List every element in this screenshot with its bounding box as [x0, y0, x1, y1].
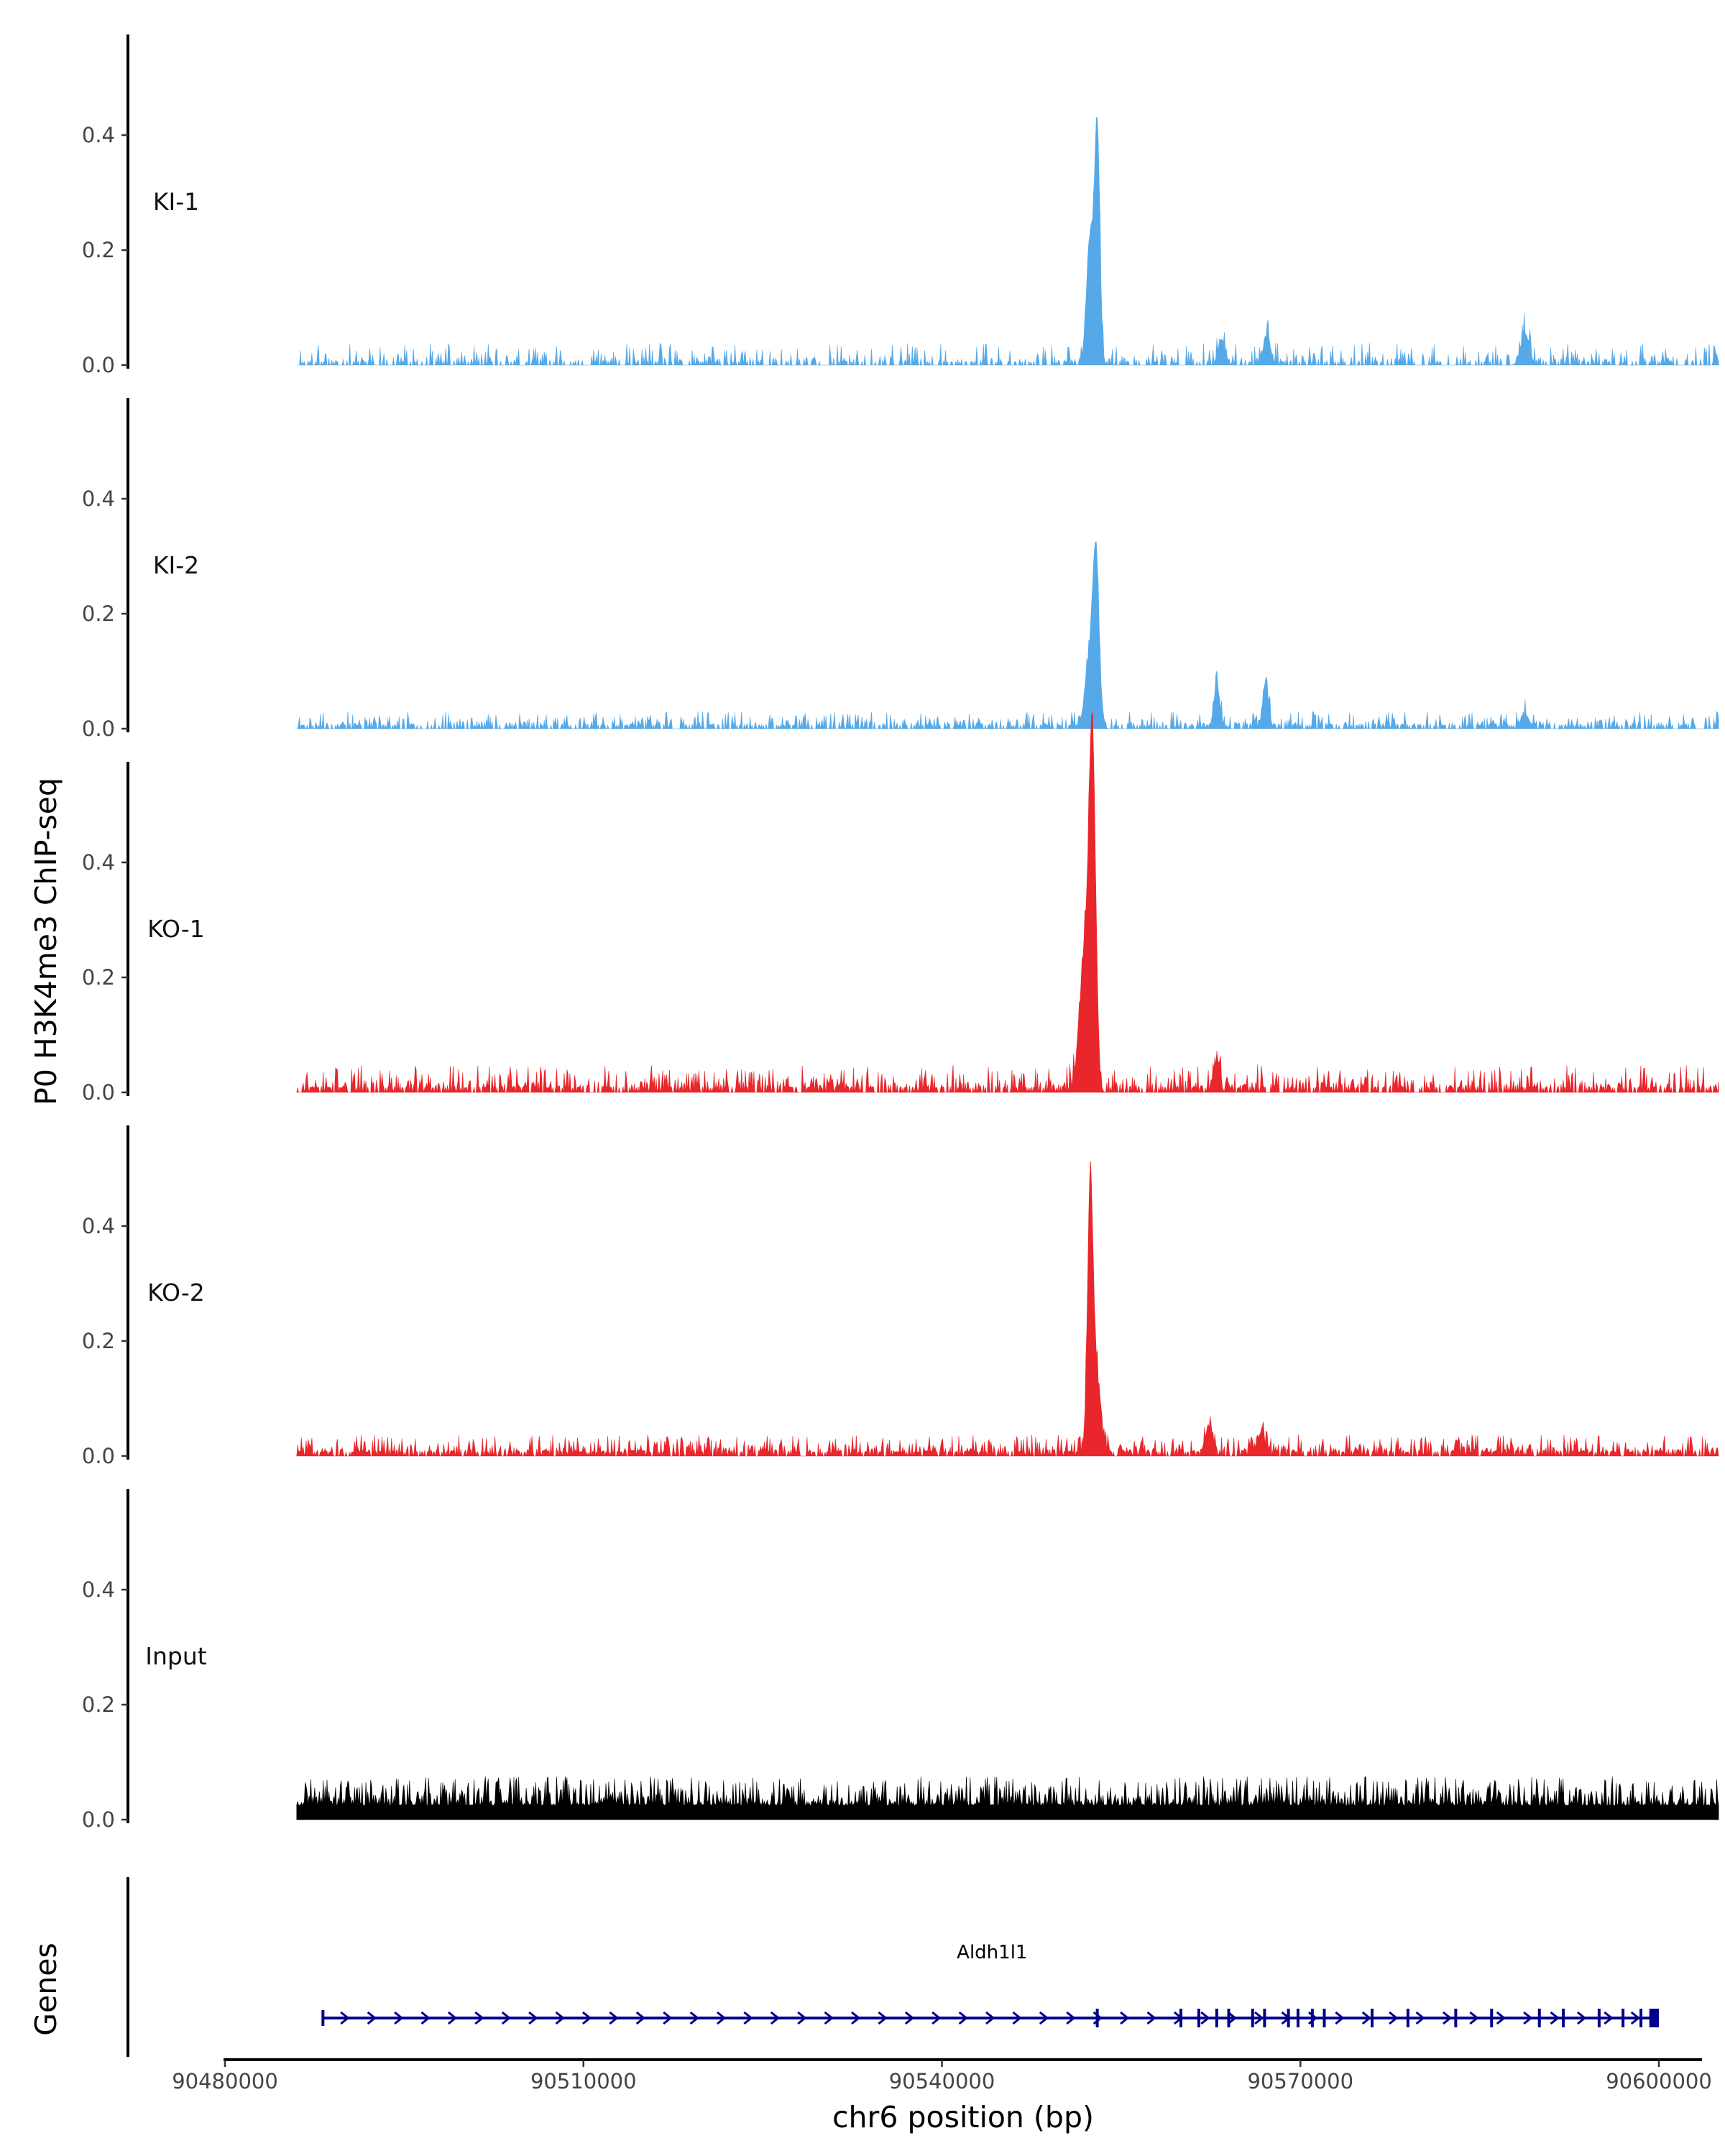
strand-arrow	[1066, 2011, 1076, 2025]
track-label: KO-1	[147, 915, 205, 943]
track-label: KI-1	[153, 188, 199, 216]
y-axis-title: P0 H3K4me3 ChIP-seq	[29, 778, 63, 1105]
y-tick-label: 0.4	[82, 850, 115, 875]
signal-tracks: 0.00.20.4KI-10.00.20.4KI-20.00.20.4KO-10…	[82, 34, 1719, 1832]
x-axis-title: chr6 position (bp)	[832, 2100, 1094, 2134]
y-tick-label: 0.0	[82, 353, 115, 377]
strand-arrow	[367, 2011, 377, 2025]
strand-arrow	[958, 2011, 968, 2025]
track-label: KI-2	[153, 551, 199, 579]
strand-arrow	[1604, 2011, 1614, 2025]
strand-arrow	[447, 2011, 458, 2025]
y-tick-label: 0.2	[82, 1329, 115, 1353]
y-tick-label: 0.2	[82, 602, 115, 626]
strand-arrow	[1389, 2011, 1399, 2025]
signal-area	[296, 1161, 1719, 1457]
track-label: KO-2	[147, 1279, 205, 1307]
track-ki-1: 0.0 0.2 0.4 KI-1	[82, 34, 1719, 377]
strand-arrow	[1577, 2011, 1587, 2025]
strand-arrow	[743, 2011, 753, 2025]
genes-track-title: Genes	[29, 1943, 63, 2036]
y-tick-label: 0.0	[82, 1080, 115, 1105]
strand-arrow	[663, 2011, 673, 2025]
strand-arrow	[689, 2011, 699, 2025]
strand-arrow	[1442, 2011, 1453, 2025]
strand-arrow	[797, 2011, 807, 2025]
strand-arrow	[1469, 2011, 1479, 2025]
strand-arrow	[340, 2011, 350, 2025]
strand-arrow	[1335, 2011, 1345, 2025]
strand-arrow	[1550, 2011, 1560, 2025]
strand-arrow	[1146, 2011, 1156, 2025]
strand-arrow	[1361, 2011, 1372, 2025]
strand-arrow	[1039, 2011, 1049, 2025]
strand-arrow	[904, 2011, 915, 2025]
track-ki-2: 0.0 0.2 0.4 KI-2	[82, 398, 1719, 741]
strand-arrow	[609, 2011, 619, 2025]
strand-arrow	[878, 2011, 888, 2025]
track-ko-2: 0.0 0.2 0.4 KO-2	[82, 1125, 1719, 1468]
signal-area	[296, 116, 1719, 367]
signal-area	[296, 1776, 1719, 1820]
y-tick-label: 0.4	[82, 123, 115, 147]
strand-arrow	[635, 2011, 646, 2025]
y-tick-label: 0.4	[82, 1577, 115, 1602]
strand-arrow	[824, 2011, 834, 2025]
y-tick-label: 0.2	[82, 965, 115, 990]
strand-arrow	[1523, 2011, 1533, 2025]
strand-arrow	[394, 2011, 404, 2025]
strand-arrow	[851, 2011, 861, 2025]
strand-arrow	[555, 2011, 565, 2025]
strand-arrow	[501, 2011, 512, 2025]
strand-arrow	[528, 2011, 538, 2025]
y-tick-label: 0.0	[82, 717, 115, 741]
strand-arrow	[474, 2011, 484, 2025]
y-tick-label: 0.4	[82, 487, 115, 511]
strand-arrow	[985, 2011, 995, 2025]
strand-arrow	[1120, 2011, 1130, 2025]
x-tick-label: 90480000	[172, 2069, 278, 2093]
strand-arrow	[1415, 2011, 1425, 2025]
strand-arrow	[770, 2011, 781, 2025]
genes-track: Aldh1l1	[126, 1877, 1659, 2057]
signal-area	[296, 711, 1719, 1093]
gene-name-label: Aldh1l1	[957, 1942, 1027, 1963]
y-tick-label: 0.0	[82, 1444, 115, 1468]
x-axis: 90480000 90510000 90540000 90570000 90600000	[172, 2058, 1712, 2093]
strand-arrow	[581, 2011, 592, 2025]
gene-end-exon	[1649, 2009, 1659, 2027]
strand-arrow	[1012, 2011, 1022, 2025]
track-ko-1: 0.0 0.2 0.4 KO-1	[82, 711, 1719, 1105]
strand-arrow	[1227, 2011, 1238, 2025]
strand-arrow	[717, 2011, 727, 2025]
x-tick-label: 90540000	[889, 2069, 995, 2093]
x-tick-label: 90600000	[1606, 2069, 1712, 2093]
x-tick-label: 90510000	[530, 2069, 637, 2093]
strand-arrow	[420, 2011, 431, 2025]
strand-arrow	[932, 2011, 942, 2025]
track-label: Input	[145, 1642, 207, 1670]
strand-arrow	[1496, 2011, 1506, 2025]
y-tick-label: 0.2	[82, 1692, 115, 1717]
y-tick-label: 0.2	[82, 238, 115, 262]
strand-arrow	[1200, 2011, 1210, 2025]
strand-arrow	[1630, 2011, 1641, 2025]
y-tick-label: 0.4	[82, 1214, 115, 1238]
y-tick-label: 0.0	[82, 1807, 115, 1832]
signal-area	[296, 541, 1719, 730]
track-input: 0.0 0.2 0.4 Input	[82, 1489, 1719, 1832]
strand-arrow	[1254, 2011, 1264, 2025]
x-tick-label: 90570000	[1247, 2069, 1353, 2093]
